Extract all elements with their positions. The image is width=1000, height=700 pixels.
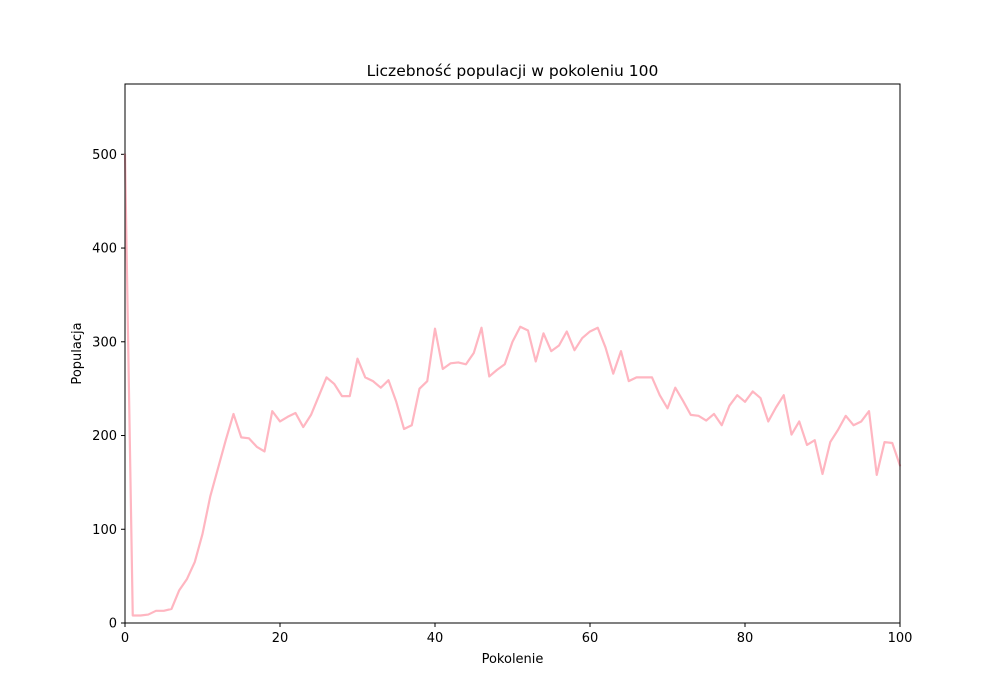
x-tick-label: 80 <box>737 631 754 646</box>
x-tick-label: 100 <box>888 631 913 646</box>
x-axis-label: Pokolenie <box>482 652 544 667</box>
y-tick-label: 300 <box>92 335 117 350</box>
y-tick-label: 200 <box>92 429 117 444</box>
y-tick-label: 100 <box>92 523 117 538</box>
y-tick-label: 0 <box>109 617 117 632</box>
x-tick-label: 60 <box>582 631 599 646</box>
x-tick-label: 20 <box>272 631 289 646</box>
series-line <box>123 153 902 617</box>
x-tick-label: 0 <box>121 631 129 646</box>
y-tick-label: 400 <box>92 242 117 257</box>
chart-title: Liczebność populacji w pokoleniu 100 <box>367 62 659 80</box>
x-tick-label: 40 <box>427 631 444 646</box>
y-tick-label: 500 <box>92 148 117 163</box>
axis-ticks: 0 20 40 60 80 100 0 100 200 300 400 500 <box>92 148 912 646</box>
plot-frame <box>124 83 901 624</box>
y-axis-label: Populacja <box>70 322 85 384</box>
